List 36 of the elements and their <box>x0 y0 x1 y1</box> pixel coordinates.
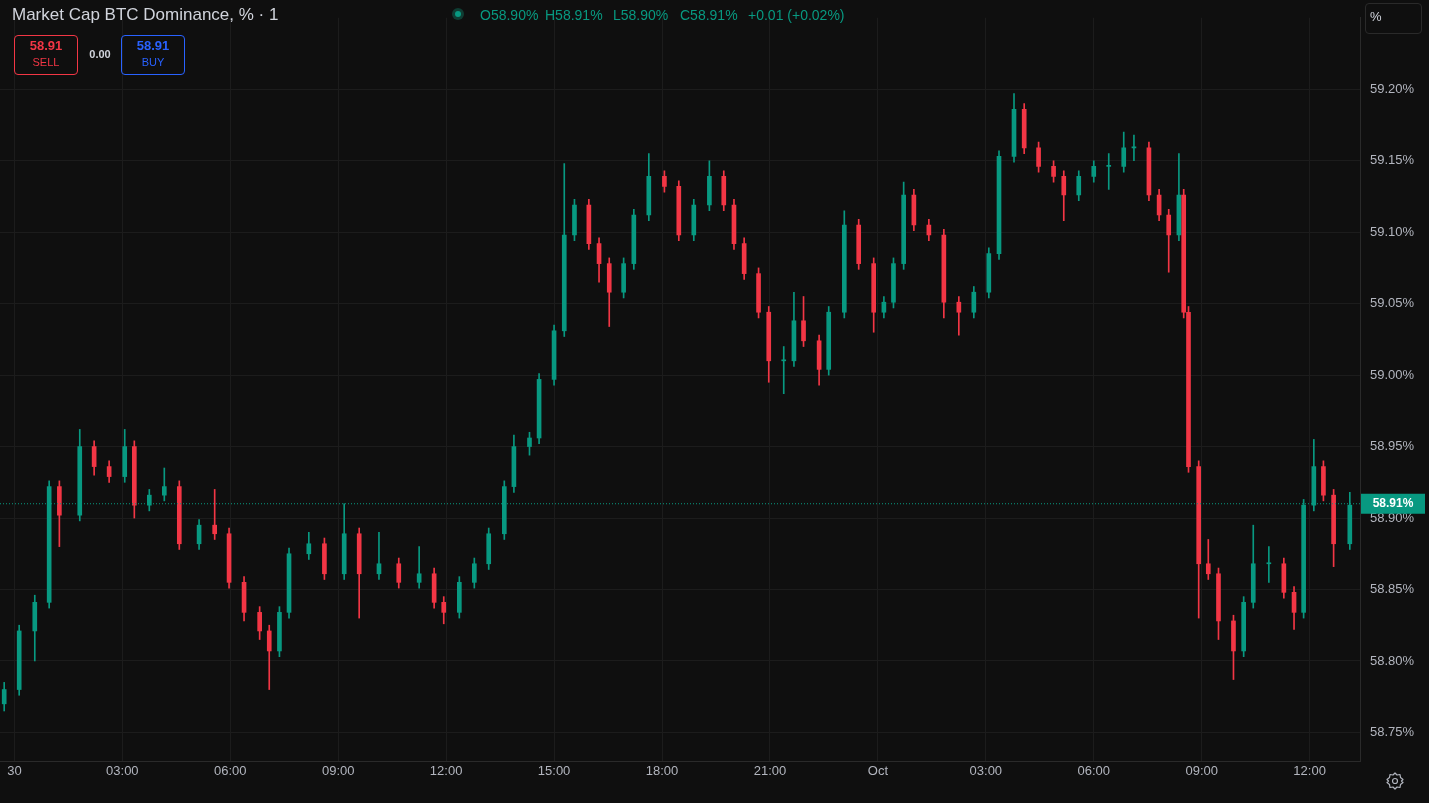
chart-title: Market Cap BTC Dominance, % · 1 <box>12 5 279 25</box>
y-tick-label: 58.75% <box>1370 723 1415 739</box>
y-tick-label: 59.15% <box>1370 152 1415 168</box>
y-tick-label: 59.20% <box>1370 80 1415 96</box>
annotation: 58.91 <box>28 38 64 53</box>
annotation: 0.00 <box>88 48 112 60</box>
annotation: 58.91 <box>135 38 171 53</box>
x-tick-label: 21:00 <box>753 763 787 779</box>
y-tick-label: 59.00% <box>1370 366 1415 382</box>
x-tick-label: 09:00 <box>1185 763 1218 779</box>
y-tick-label: 59.10% <box>1370 223 1415 239</box>
y-tick-label: 59.05% <box>1370 295 1415 311</box>
annotation: BUY <box>140 56 166 68</box>
x-tick-label: 03:00 <box>106 763 139 779</box>
x-tick-label: 12:00 <box>429 763 463 779</box>
annotation: +0.01 (+0.02%) <box>748 7 845 23</box>
x-tick-label: 18:00 <box>645 763 679 779</box>
x-tick-label: 06:00 <box>213 763 247 779</box>
annotation: H58.91% <box>545 7 603 23</box>
x-tick-label: 15:00 <box>537 763 571 779</box>
y-tick-label: 58.80% <box>1370 652 1415 668</box>
y-tick-label: 58.90% <box>1370 509 1415 525</box>
x-tick-label: 12:00 <box>1293 763 1326 779</box>
annotation: C58.91% <box>680 7 738 23</box>
ref-line-label: 58.91% <box>1372 496 1414 511</box>
y-tick-label: 58.95% <box>1370 438 1415 454</box>
text: % <box>1370 9 1382 24</box>
annotation: L58.90% <box>613 7 669 23</box>
x-tick-label: 03:00 <box>969 763 1003 779</box>
y-tick-label: 58.85% <box>1370 581 1415 597</box>
x-tick-label: 09:00 <box>321 763 355 779</box>
annotation: SELL <box>31 56 61 68</box>
x-tick-label: 06:00 <box>1077 763 1111 779</box>
x-tick-label: Oct <box>867 763 889 779</box>
annotation: O58.90% <box>480 7 539 23</box>
x-tick-label: 30 <box>7 763 22 779</box>
